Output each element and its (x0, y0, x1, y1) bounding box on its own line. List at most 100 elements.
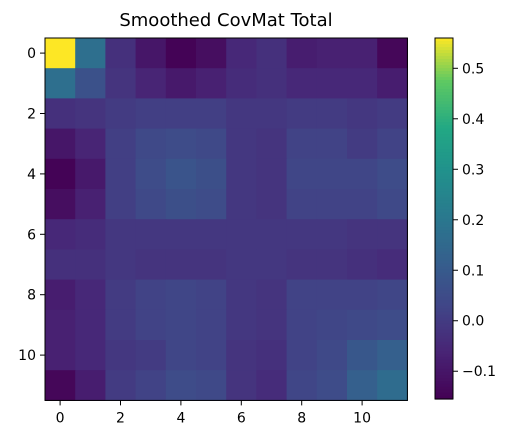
heatmap-cell (347, 249, 378, 281)
colorbar-segment (435, 203, 453, 208)
heatmap-cell (286, 98, 318, 130)
colorbar-segment (435, 356, 453, 361)
x-tick-label: 8 (297, 410, 306, 426)
colorbar-segment (435, 83, 453, 87)
colorbar-segment (435, 47, 453, 51)
heatmap-cell (316, 68, 348, 99)
heatmap-cell (377, 128, 408, 160)
heatmap-cell (226, 340, 257, 371)
heatmap-cell (165, 219, 197, 250)
heatmap-cell (45, 158, 76, 190)
colorbar-segment (435, 44, 453, 48)
heatmap-cell (196, 370, 227, 401)
heatmap-cell (45, 340, 76, 371)
colorbar-segment (435, 188, 453, 193)
colorbar-segment (435, 38, 453, 42)
colorbar-segment (435, 194, 453, 199)
colorbar-segment (435, 122, 453, 126)
heatmap-cell (316, 158, 348, 190)
colorbar-segment (435, 251, 453, 256)
colorbar-segment (435, 65, 453, 69)
colorbar-segment (435, 287, 453, 292)
colorbar-segment (435, 332, 453, 337)
axis-ticks: 0 2 4 6 8 10 0 2 4 6 8 10 (18, 46, 371, 426)
heatmap-cell (377, 340, 408, 371)
colorbar-segment (435, 125, 453, 129)
heatmap-cell (105, 128, 137, 160)
y-tick-label: 4 (27, 167, 36, 183)
colorbar-segment (435, 254, 453, 259)
colorbar-segment (435, 116, 453, 120)
colorbar-segment (435, 176, 453, 180)
colorbar-segment (435, 167, 453, 171)
heatmap-cell (286, 68, 318, 99)
colorbar-segment (435, 260, 453, 265)
heatmap-cell (316, 38, 348, 69)
colorbar-segment (435, 296, 453, 301)
colorbar-segment (435, 227, 453, 232)
colorbar-segment (435, 74, 453, 78)
heatmap-cell (165, 189, 197, 220)
heatmap-cell (226, 279, 257, 311)
colorbar-segment (435, 383, 453, 388)
heatmap-cell (196, 279, 227, 311)
colorbar-segment (435, 170, 453, 174)
heatmap-cell (226, 189, 257, 220)
colorbar-segment (435, 110, 453, 114)
colorbar: −0.1 0.0 0.1 0.2 0.3 0.4 0.5 (434, 37, 496, 400)
colorbar-segment (435, 155, 453, 159)
colorbar-segment (435, 104, 453, 108)
heatmap-cell (105, 189, 137, 220)
colorbar-segment (435, 101, 453, 105)
colorbar-segment (435, 53, 453, 57)
heatmap-cell (45, 249, 76, 281)
y-tick-label: 8 (27, 288, 36, 304)
heatmap-cell (45, 98, 76, 130)
heatmap-cell (75, 158, 106, 190)
colorbar-segment (435, 335, 453, 340)
heatmap-cell (256, 340, 288, 371)
heatmap-cell (226, 249, 257, 281)
heatmap-cell (45, 309, 76, 341)
heatmap-cell (105, 98, 137, 130)
colorbar-segment (435, 380, 453, 385)
heatmap-cell (75, 128, 106, 160)
heatmap-cell (165, 98, 197, 130)
heatmap-cell (256, 279, 288, 311)
heatmap-cell (135, 189, 167, 220)
heatmap-cell (316, 309, 348, 341)
heatmap-cell (45, 128, 76, 160)
colorbar-segment (435, 266, 453, 271)
heatmap-cell (196, 189, 227, 220)
colorbar-segment (435, 365, 453, 370)
colorbar-segment (435, 95, 453, 99)
colorbar-segment (435, 152, 453, 156)
x-tick-label: 6 (237, 410, 246, 426)
heatmap-cell (286, 158, 318, 190)
colorbar-segment (435, 284, 453, 289)
heatmap-cell (256, 249, 288, 281)
colorbar-segment (435, 209, 453, 214)
colorbar-segment (435, 200, 453, 205)
colorbar-segment (435, 302, 453, 307)
heatmap-cell (347, 279, 378, 311)
heatmap-cell (256, 309, 288, 341)
y-tick-label: 2 (27, 107, 36, 123)
heatmap-cell (105, 309, 137, 341)
colorbar-segment (435, 293, 453, 298)
heatmap-cell (316, 340, 348, 371)
x-tick-label: 10 (353, 410, 371, 426)
colorbar-segment (435, 143, 453, 147)
heatmap-cell (75, 189, 106, 220)
colorbar-segment (435, 140, 453, 144)
colorbar-segment (435, 41, 453, 45)
heatmap-cell (45, 370, 76, 401)
colorbar-segment (435, 119, 453, 123)
heatmap-cell (286, 249, 318, 281)
heatmap-cell (226, 38, 257, 69)
heatmap-cell (135, 340, 167, 371)
chart-title: Smoothed CovMat Total (119, 10, 332, 31)
heatmap-cell (347, 128, 378, 160)
heatmap-cell (75, 370, 106, 401)
